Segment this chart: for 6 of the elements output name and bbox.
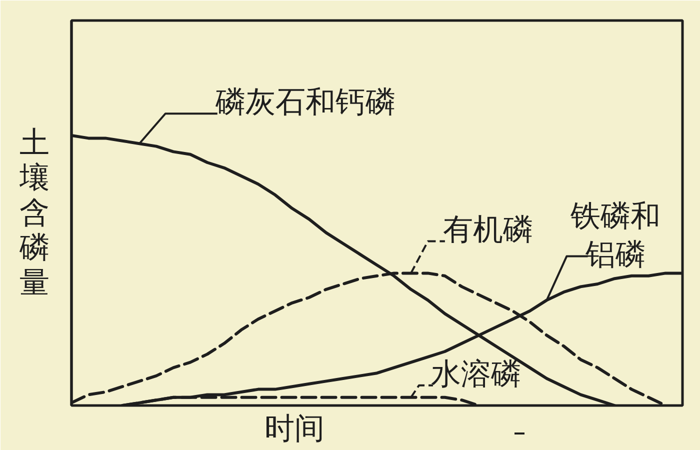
series-label: 有机磷 xyxy=(442,212,533,248)
y-axis-title: 土壤含磷量 xyxy=(18,126,50,300)
series-label: 铁磷和铝磷 xyxy=(570,199,661,273)
x-axis-title: 时间 xyxy=(264,412,324,446)
legend-label: 水溶磷 xyxy=(430,356,521,392)
series-label: 磷灰石和钙磷 xyxy=(214,85,396,120)
